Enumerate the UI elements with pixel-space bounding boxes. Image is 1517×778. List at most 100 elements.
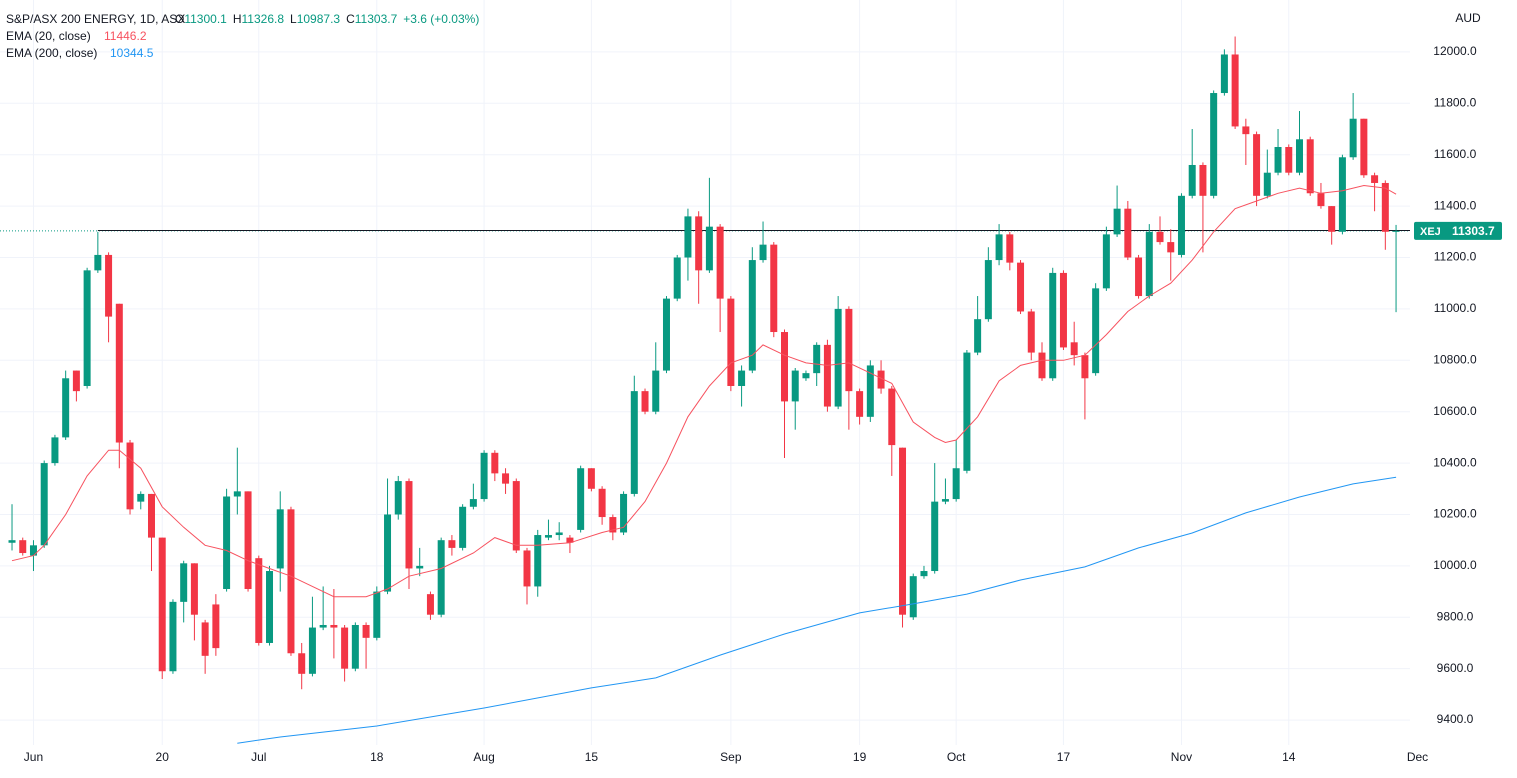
candle-body (255, 558, 263, 643)
legend-value: 10344.5 (110, 46, 154, 60)
candle-body (158, 537, 166, 672)
candle-body (802, 373, 810, 379)
x-tick-label: 20 (156, 750, 170, 764)
candle-body (888, 388, 896, 446)
x-tick-label: Nov (1171, 750, 1192, 764)
candle-body (287, 509, 295, 654)
axes: 9400.0 9600.0 9800.0 10000.0 10200.0 10400.0 1… (24, 44, 1477, 764)
candle-body (137, 493, 145, 502)
candle-body (1070, 342, 1078, 356)
candle-body (373, 591, 381, 638)
candle-body (1199, 164, 1207, 196)
candle-body (1167, 242, 1175, 253)
y-tick-label: 11400.0 (1434, 198, 1477, 212)
candle-body (684, 216, 692, 258)
y-tick-label: 9400.0 (1437, 712, 1474, 726)
legend-text: 11326.8 (242, 12, 285, 26)
legend-text: 10987.3 (297, 12, 341, 26)
price-tag (1414, 221, 1502, 240)
candle-body (180, 563, 188, 602)
candle-body (995, 234, 1003, 261)
legend-text: 11446.2 (104, 29, 147, 43)
candle-body (620, 493, 628, 533)
legend-text: +3.6 (+0.03%) (403, 12, 479, 26)
candle-body (1274, 146, 1282, 173)
candle-body (1156, 231, 1164, 243)
x-tick-label: Jul (251, 750, 266, 764)
candle-body (877, 370, 885, 389)
candle-body (652, 370, 660, 412)
x-tick-label: 18 (370, 750, 384, 764)
x-tick-label: 17 (1057, 750, 1071, 764)
grid (0, 0, 1410, 745)
candle-body (1317, 193, 1325, 207)
candle-body (405, 481, 413, 569)
ohlc-values: O11300.1 H11326.8 L10987.3 C11303.7 +3.6 (+0… (175, 12, 479, 26)
candle-body (705, 226, 713, 271)
candle-body (448, 540, 456, 548)
candle-body (1049, 272, 1057, 379)
candle-body (1349, 118, 1357, 158)
candle-body (630, 391, 638, 494)
candle-body (1285, 146, 1293, 173)
candle-body (83, 270, 91, 386)
y-tick-label: 10400.0 (1433, 455, 1477, 469)
candle-body (909, 576, 917, 618)
ema-line (237, 476, 1397, 744)
legend-name: EMA (20, close) (6, 29, 91, 43)
candle-body (984, 260, 992, 320)
candle-body (51, 437, 59, 464)
candle-body (351, 624, 359, 669)
x-tick-label: Dec (1407, 750, 1428, 764)
candle-body (1038, 352, 1046, 379)
chart-title: S&P/ASX 200 ENERGY, 1D, ASX (6, 12, 185, 26)
candle-body (748, 260, 756, 371)
candle-body (963, 352, 971, 471)
x-tick-label: Aug (473, 750, 494, 764)
y-tick-label: 11800.0 (1434, 95, 1477, 109)
candle-body (244, 491, 252, 590)
candle-body (1017, 262, 1025, 312)
candle-body (1102, 234, 1110, 289)
candle-body (1360, 118, 1368, 176)
candle-body (866, 365, 874, 417)
candle-body (1371, 175, 1379, 183)
candle-body (29, 545, 37, 556)
candle-body (19, 540, 27, 554)
candle-body (534, 535, 542, 587)
candle-body (1220, 54, 1228, 94)
candle-body (1392, 230, 1400, 232)
candle-body (459, 506, 467, 548)
candle-body (781, 332, 789, 402)
candle-body (1081, 355, 1089, 379)
candle-body (695, 216, 703, 271)
candle-body (770, 244, 778, 333)
candle-body (823, 344, 831, 407)
y-tick-label: 11600.0 (1434, 147, 1477, 161)
candle-body (577, 468, 585, 530)
x-tick-label: Sep (720, 750, 742, 764)
y-tick-label: 10200.0 (1433, 507, 1477, 521)
x-tick-label: 15 (585, 750, 599, 764)
candle-body (223, 496, 231, 590)
legend-text: C (346, 12, 355, 26)
y-tick-label: 10800.0 (1433, 352, 1477, 366)
candle-body (147, 493, 155, 538)
candle-body (1231, 54, 1239, 127)
legend-text: 11300.1 (184, 12, 227, 26)
candle-body (105, 254, 113, 317)
candle-body (394, 481, 402, 515)
candle-body (276, 509, 284, 569)
candle-body (1242, 126, 1250, 135)
candle-body (1135, 257, 1143, 297)
candle-body (641, 391, 649, 412)
candle-body (491, 452, 499, 474)
candle-body (662, 298, 670, 371)
candle-body (1263, 172, 1271, 196)
candle-body (856, 391, 864, 417)
candle-body (437, 540, 445, 615)
candle-body (40, 463, 48, 546)
candle-body (1113, 208, 1121, 235)
candle-body (813, 344, 821, 374)
candle-body (266, 571, 274, 643)
